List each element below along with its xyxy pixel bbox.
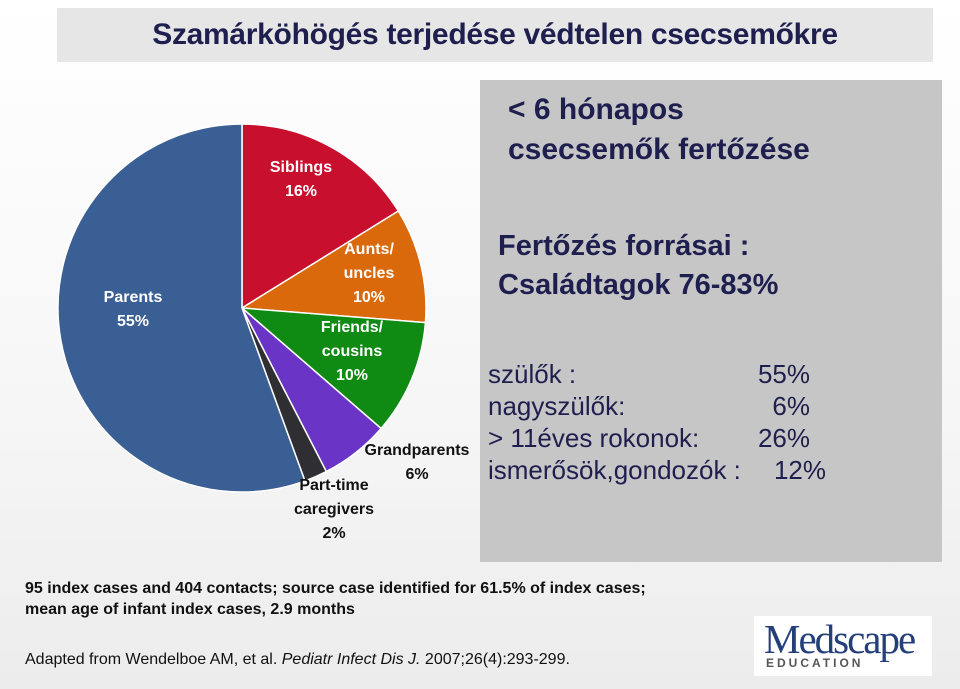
pie-chart: Siblings 16% Aunts/uncles 10% Friends/cousin… <box>57 123 470 542</box>
title-bar <box>57 8 933 62</box>
breakdown-label: nagyszülők: <box>488 391 626 421</box>
slide-title: Szamárköhögés terjedése védtelen csecsem… <box>152 18 838 51</box>
slice-label: Aunts/uncles 10% <box>344 241 395 306</box>
breakdown-label: ismerősök,gondozók : <box>488 455 741 485</box>
breakdown-value: 6% <box>772 391 810 421</box>
footnote-line2: mean age of infant index cases, 2.9 mont… <box>25 601 355 618</box>
pie-slice-parents <box>57 123 306 493</box>
breakdown-row: nagyszülők: 6% <box>488 390 928 422</box>
slice-label: Grandparents 6% <box>365 442 470 483</box>
slice-label: Friends/cousins 10% <box>321 319 384 384</box>
footnote-line1: 95 index cases and 404 contacts; source … <box>25 580 646 597</box>
sources-line1: Fertőzés forrásai : <box>498 230 750 262</box>
panel-heading-line1: < 6 hónapos <box>508 93 684 126</box>
breakdown-row: ismerősök,gondozók : 12% <box>488 454 928 486</box>
slice-label: Parents 55% <box>104 289 163 330</box>
footnote: 95 index cases and 404 contacts; source … <box>25 578 725 620</box>
breakdown-label: szülők : <box>488 359 577 389</box>
breakdown-value: 55% <box>757 359 810 389</box>
citation-prefix: Adapted from Wendelboe AM, et al. <box>25 651 278 668</box>
sources-line2: Családtagok 76-83% <box>498 269 779 301</box>
citation: Adapted from Wendelboe AM, et al. Pediat… <box>25 651 725 669</box>
logo-subtitle: EDUCATION <box>766 656 864 670</box>
infection-sources: Fertőzés forrásai : Családtagok 76-83% <box>498 227 928 305</box>
pie-slice-aunts-uncles <box>239 209 427 324</box>
logo-wordmark: Medscape <box>764 616 916 662</box>
medscape-logo <box>754 616 932 676</box>
breakdown-row: > 11éves rokonok: 26% <box>488 422 928 454</box>
slice-label: Part-time caregivers 2% <box>294 477 374 542</box>
slice-label: Siblings 16% <box>270 159 332 200</box>
citation-suffix: 2007;26(4):293-299. <box>424 651 570 668</box>
breakdown-label: > 11éves rokonok: <box>488 423 700 453</box>
breakdown-row: szülők : 55% <box>488 358 928 390</box>
source-breakdown: szülők : 55% nagyszülők: 6% > 11éves rok… <box>488 358 928 486</box>
citation-journal: Pediatr Infect Dis J. <box>281 651 421 668</box>
pie-slice-siblings <box>241 123 400 310</box>
info-panel <box>480 80 942 562</box>
breakdown-value: 12% <box>773 455 826 485</box>
panel-heading: < 6 hónapos csecsemők fertőzése <box>508 90 928 170</box>
breakdown-value: 26% <box>757 423 810 453</box>
panel-heading-line2: csecsemők fertőzése <box>508 133 810 166</box>
pie-slice-friends-cousins <box>239 307 427 430</box>
